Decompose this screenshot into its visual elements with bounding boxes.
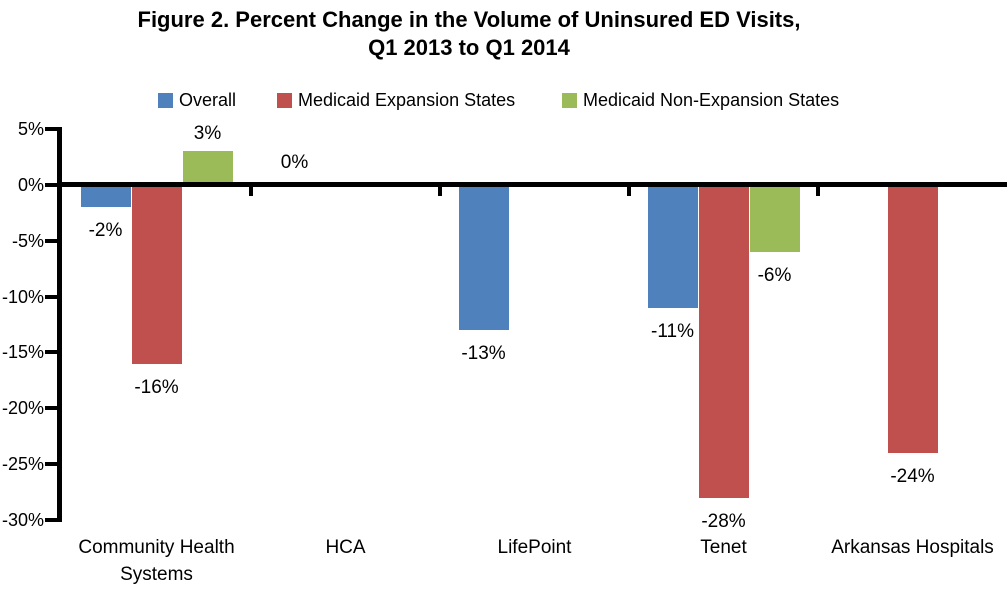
bar-overall-tenet — [647, 184, 698, 308]
y-axis-tick-label: 5% — [17, 119, 44, 139]
legend-item-medicaid-non-expansion-states: Medicaid Non-Expansion States — [562, 89, 839, 111]
y-axis-tick — [45, 350, 57, 355]
bar-medicaid-non-expansion-states-community-health-systems — [182, 151, 233, 185]
bar-medicaid-expansion-states-arkansas-hospitals — [887, 184, 938, 453]
category-label-tenet: Tenet — [700, 537, 747, 558]
chart-title-line-1: Figure 2. Percent Change in the Volume o… — [137, 7, 801, 32]
y-axis-tick-label: -30% — [1, 510, 44, 530]
legend-swatch-medicaid-non-expansion-states — [562, 92, 577, 108]
bar-label-medicaid-expansion-states-community-health-systems: -16% — [134, 376, 179, 398]
y-axis-tick-label: -5% — [11, 230, 44, 251]
x-axis-zero-line — [57, 182, 1007, 188]
category-label-community-health-systems: Community Health Systems — [78, 537, 235, 585]
x-axis-tick — [249, 185, 253, 196]
bar-label-medicaid-expansion-states-tenet: -28% — [701, 510, 746, 532]
y-axis-tick — [45, 406, 57, 411]
bar-label-medicaid-non-expansion-states-tenet: -6% — [757, 264, 792, 286]
bar-medicaid-expansion-states-tenet — [698, 184, 749, 498]
y-axis-tick-label: 0% — [17, 174, 44, 195]
bar-label-overall-tenet: -11% — [651, 320, 694, 342]
legend-swatch-medicaid-expansion-states — [277, 92, 292, 108]
y-axis-tick — [45, 182, 57, 187]
legend-swatch-overall — [158, 92, 173, 108]
y-axis-tick — [45, 462, 57, 467]
y-axis-tick-label: -25% — [1, 454, 44, 475]
y-axis-tick-label: -15% — [1, 342, 44, 363]
bar-label-medicaid-expansion-states-arkansas-hospitals: -24% — [890, 465, 935, 487]
bar-overall-lifepoint — [458, 184, 509, 331]
y-axis-tick — [45, 238, 57, 243]
bar-label-overall-lifepoint: -13% — [461, 343, 506, 365]
legend-item-overall: Overall — [158, 89, 236, 111]
bar-overall-community-health-systems — [80, 184, 131, 208]
legend-label-overall: Overall — [179, 89, 237, 110]
category-label-arkansas-hospitals: Arkansas Hospitals — [831, 537, 994, 558]
y-axis-tick — [45, 127, 57, 131]
x-axis-tick — [627, 185, 631, 196]
y-axis-tick-label: -10% — [1, 286, 44, 307]
bar-medicaid-non-expansion-states-tenet — [749, 184, 800, 252]
bar-label-overall-hca: 0% — [280, 151, 309, 173]
y-axis-line — [57, 127, 62, 522]
bar-medicaid-expansion-states-community-health-systems — [131, 184, 182, 364]
category-label-lifepoint: LifePoint — [497, 537, 572, 558]
y-axis-tick-label: -20% — [1, 398, 44, 419]
legend-label-medicaid-expansion-states: Medicaid Expansion States — [298, 89, 516, 110]
chart-title-line-2: Q1 2013 to Q1 2014 — [368, 35, 570, 60]
x-axis-tick — [438, 185, 442, 196]
x-axis-tick — [816, 185, 820, 196]
bar-label-medicaid-non-expansion-states-community-health-systems: 3% — [193, 123, 222, 145]
legend-label-medicaid-non-expansion-states: Medicaid Non-Expansion States — [583, 89, 840, 110]
category-label-hca: HCA — [325, 537, 366, 558]
y-axis-tick — [45, 294, 57, 299]
legend-item-medicaid-expansion-states: Medicaid Expansion States — [277, 89, 515, 111]
bar-label-overall-community-health-systems: -2% — [88, 220, 123, 242]
y-axis-tick — [45, 518, 57, 522]
